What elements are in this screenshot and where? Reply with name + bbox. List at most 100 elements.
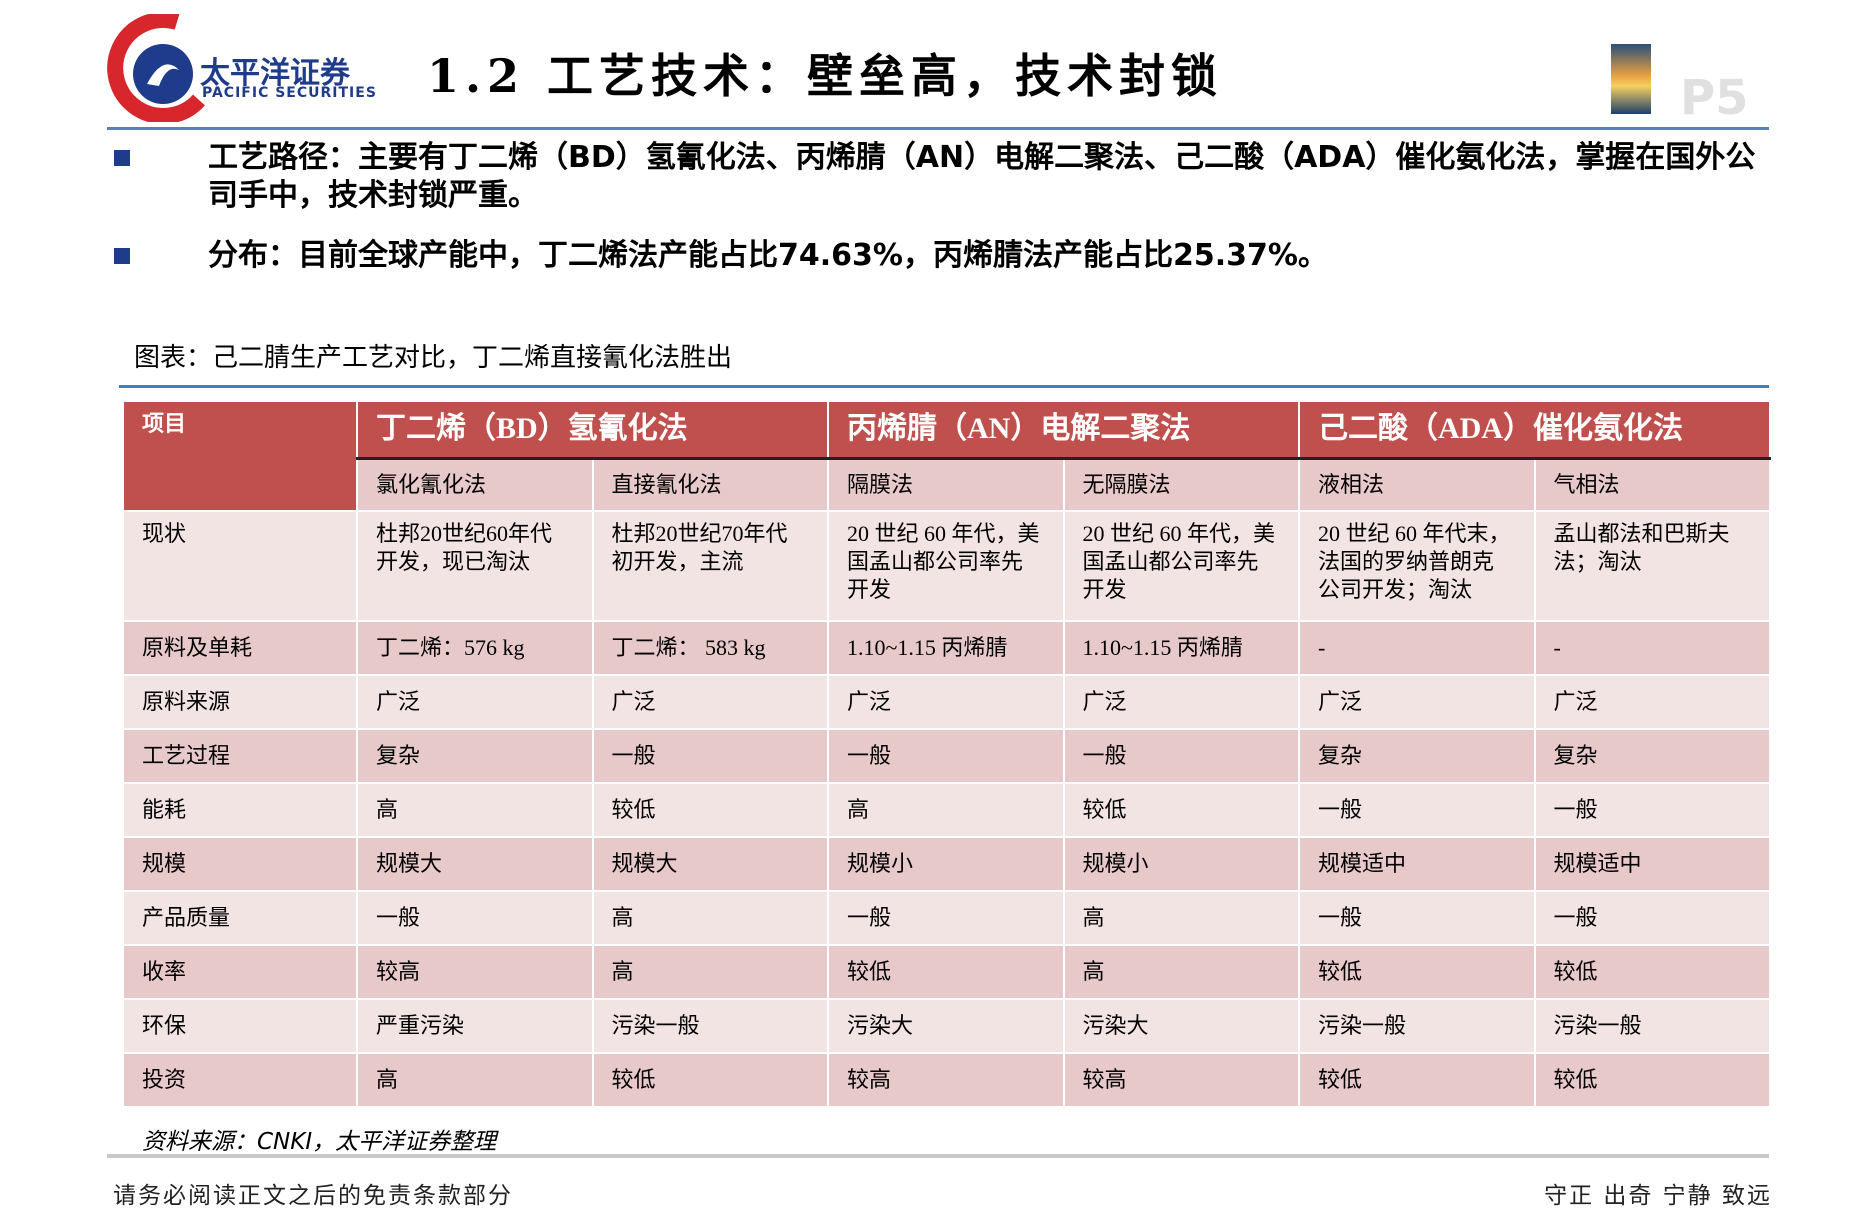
- corner-cell: 项目: [122, 400, 358, 512]
- table-row: 原料及单耗 丁二烯：576 kg 丁二烯： 583 kg 1.10~1.15 丙烯腈 1…: [122, 620, 1771, 676]
- table-row: 原料来源 广泛 广泛 广泛 广泛 广泛 广泛: [122, 674, 1771, 730]
- method-header: 隔膜法: [827, 457, 1065, 512]
- table-cell: 丁二烯： 583 kg: [591, 620, 829, 676]
- footer-rule: [107, 1154, 1769, 1158]
- row-label: 能耗: [122, 782, 358, 838]
- table-cell: 一般: [356, 890, 594, 946]
- table-cell: 较高: [827, 1052, 1065, 1108]
- table-cell: 广泛: [356, 674, 594, 730]
- table-row: 产品质量 一般高一般高一般 一般: [122, 890, 1771, 946]
- table-cell: 一般: [591, 728, 829, 784]
- table-cell: 20 世纪 60 年代末，法国的罗纳普朗克公司开发；淘汰: [1298, 510, 1536, 622]
- table-cell: 高: [591, 890, 829, 946]
- table-row: 能耗高较低高较低 一般 一般: [122, 782, 1771, 838]
- row-label: 收率: [122, 944, 358, 1000]
- caption-rule: [119, 385, 1769, 388]
- row-label: 工艺过程: [122, 728, 358, 784]
- table-cell: 规模适中: [1298, 836, 1536, 892]
- page-number: P5: [1680, 70, 1749, 126]
- comparison-table: 项目 丁二烯（BD）氢氰化法 丙烯腈（AN）电解二聚法 己二酸（ADA）催化氨化法 氯化…: [122, 400, 1771, 1108]
- table-row: 规模 规模大 规模大 规模小 规模小 规模适中 规模适中: [122, 836, 1771, 892]
- group-header-row: 项目 丁二烯（BD）氢氰化法 丙烯腈（AN）电解二聚法 己二酸（ADA）催化氨化法: [122, 400, 1771, 512]
- row-label: 现状: [122, 510, 358, 622]
- table-caption: 图表：己二腈生产工艺对比，丁二烯直接氰化法胜出: [134, 343, 733, 373]
- table-cell: 高: [1062, 890, 1300, 946]
- table-cell: 复杂: [1298, 728, 1536, 784]
- table-cell: -: [1533, 620, 1771, 676]
- table-cell: 较低: [1298, 944, 1536, 1000]
- bullet-text: 分布：目前全球产能中，丁二烯法产能占比74.63%，丙烯腈法产能占比25.37%…: [208, 238, 1328, 273]
- table-cell: 孟山都法和巴斯夫法；淘汰: [1533, 510, 1771, 622]
- table-cell: 广泛: [827, 674, 1065, 730]
- table-cell: 较高: [356, 944, 594, 1000]
- table-cell: 规模适中: [1533, 836, 1771, 892]
- row-label: 产品质量: [122, 890, 358, 946]
- table-cell: 较低: [591, 1052, 829, 1108]
- logo-name: 太平洋证券: [200, 56, 350, 91]
- table-cell: 高: [1062, 944, 1300, 1000]
- table-cell: 较低: [1298, 1052, 1536, 1108]
- table-cell: 复杂: [1533, 728, 1771, 784]
- table-cell: 一般: [827, 728, 1065, 784]
- table-cell: 广泛: [591, 674, 829, 730]
- table-cell: 广泛: [1062, 674, 1300, 730]
- table-cell: 污染一般: [1533, 998, 1771, 1054]
- table-cell: 1.10~1.15 丙烯腈: [1062, 620, 1300, 676]
- table-cell: 广泛: [1298, 674, 1536, 730]
- table-cell: 杜邦20世纪60年代开发，现已淘汰: [356, 510, 594, 622]
- logo-arc: [107, 14, 205, 122]
- table-cell: 规模小: [827, 836, 1065, 892]
- table-cell: 20 世纪 60 年代，美国孟山都公司率先开发: [1062, 510, 1300, 622]
- table-row: 工艺过程 复杂 一般 一般 一般 复杂 复杂: [122, 728, 1771, 784]
- bullet-marker: [114, 248, 130, 264]
- bullet-text: 工艺路径：主要有丁二烯（BD）氢氰化法、丙烯腈（AN）电解二聚法、己二酸（ADA…: [208, 140, 1756, 213]
- table-cell: 较低: [1533, 1052, 1771, 1108]
- table-cell: 丁二烯：576 kg: [356, 620, 594, 676]
- method-header: 无隔膜法: [1062, 457, 1300, 512]
- table-cell: 广泛: [1533, 674, 1771, 730]
- row-label: 原料及单耗: [122, 620, 358, 676]
- group-header: 丙烯腈（AN）电解二聚法: [827, 400, 1300, 460]
- table-cell: 较高: [1062, 1052, 1300, 1108]
- table-cell: -: [1298, 620, 1536, 676]
- table-cell: 一般: [1298, 782, 1536, 838]
- table-cell: 一般: [1298, 890, 1536, 946]
- source-note: 资料来源：CNKI，太平洋证券整理: [142, 1129, 497, 1155]
- row-label: 规模: [122, 836, 358, 892]
- row-label: 投资: [122, 1052, 358, 1108]
- table-cell: 污染大: [1062, 998, 1300, 1054]
- table-row: 现状 杜邦20世纪60年代开发，现已淘汰 杜邦20世纪70年代初开发，主流 20 世纪…: [122, 510, 1771, 622]
- group-header: 丁二烯（BD）氢氰化法: [356, 400, 829, 460]
- header-rule: [107, 127, 1769, 130]
- table-cell: 污染大: [827, 998, 1065, 1054]
- logo-mark: [107, 14, 205, 122]
- table-cell: 复杂: [356, 728, 594, 784]
- table-cell: 一般: [1062, 728, 1300, 784]
- table-row: 收率 较高高较低高较低 较低: [122, 944, 1771, 1000]
- table-cell: 一般: [1533, 890, 1771, 946]
- table-cell: 规模大: [356, 836, 594, 892]
- method-header: 液相法: [1298, 457, 1536, 512]
- page-image: [1611, 44, 1651, 114]
- motto: 守正 出奇 宁静 致远: [1544, 1183, 1772, 1209]
- table-cell: 污染一般: [591, 998, 829, 1054]
- logo-swirl: [147, 64, 179, 86]
- table-cell: 严重污染: [356, 998, 594, 1054]
- table-cell: 高: [356, 1052, 594, 1108]
- logo-name-en: PACIFIC SECURITIES: [202, 85, 377, 101]
- table-cell: 高: [827, 782, 1065, 838]
- table-cell: 污染一般: [1298, 998, 1536, 1054]
- table-cell: 一般: [827, 890, 1065, 946]
- table-cell: 较低: [591, 782, 829, 838]
- slide-title: 1.2 工艺技术：壁垒高，技术封锁: [427, 49, 1224, 103]
- table-cell: 高: [591, 944, 829, 1000]
- row-label: 原料来源: [122, 674, 358, 730]
- method-header-row: 氯化氰化法 直接氰化法 隔膜法 无隔膜法 液相法 气相法: [123, 457, 1771, 512]
- table-cell: 高: [356, 782, 594, 838]
- table-cell: 规模大: [591, 836, 829, 892]
- bullet-marker: [114, 150, 130, 166]
- table-cell: 较低: [1062, 782, 1300, 838]
- table-row: 投资高较低 较高 较高 较低 较低: [122, 1052, 1771, 1108]
- group-header: 己二酸（ADA）催化氨化法: [1298, 400, 1771, 460]
